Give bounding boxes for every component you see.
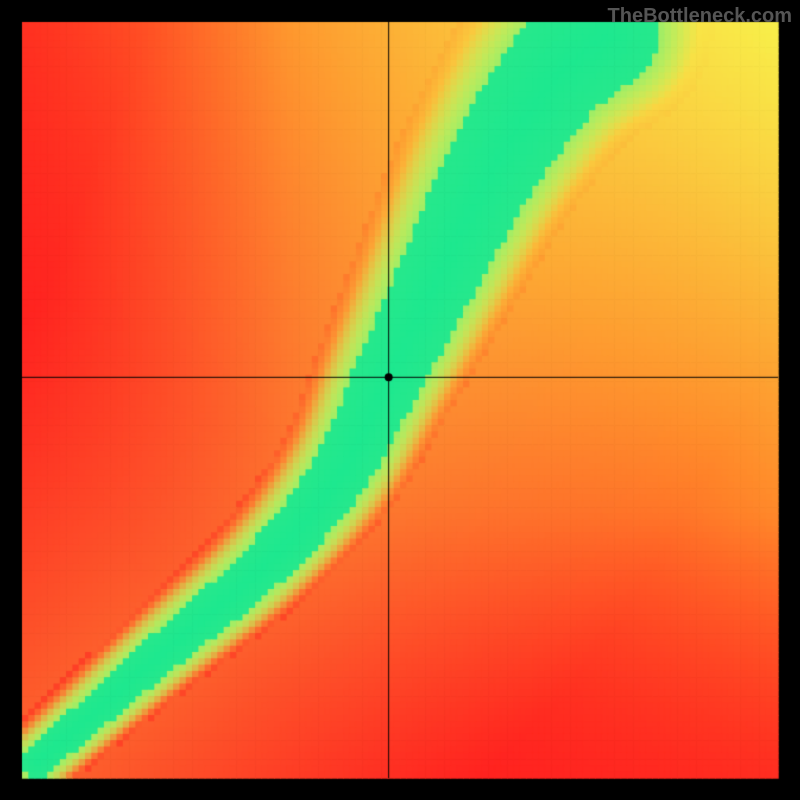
chart-container: TheBottleneck.com (0, 0, 800, 800)
watermark-text: TheBottleneck.com (608, 5, 792, 28)
heatmap-canvas (0, 0, 800, 800)
